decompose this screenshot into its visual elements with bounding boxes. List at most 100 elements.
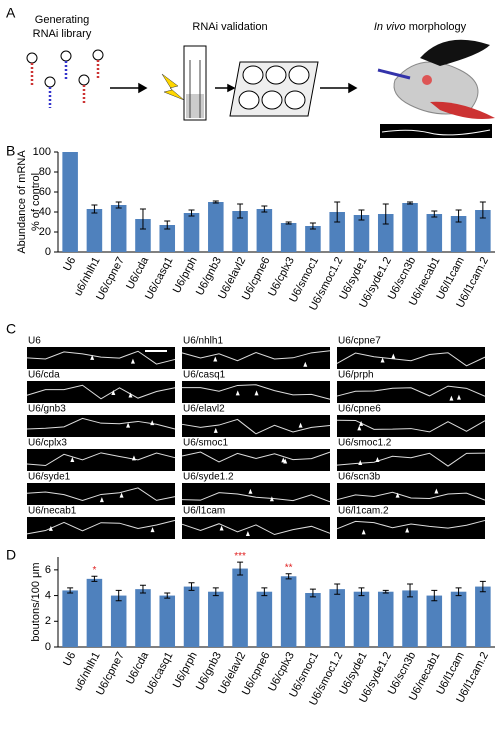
bar bbox=[159, 225, 176, 252]
micrograph-label: U6/cda bbox=[28, 370, 60, 381]
micrograph-label: U6/prph bbox=[338, 370, 374, 381]
y-tick-label: 4 bbox=[45, 589, 51, 601]
bouton-arrowhead bbox=[358, 460, 363, 466]
error-bar bbox=[188, 209, 195, 217]
bar bbox=[353, 591, 370, 647]
error-bar bbox=[334, 201, 341, 223]
error-bar bbox=[382, 589, 389, 594]
micrograph bbox=[337, 449, 485, 471]
error-bar bbox=[382, 203, 389, 225]
micrograph-label: U6/l1cam.2 bbox=[338, 506, 389, 517]
bar bbox=[135, 219, 151, 252]
micrograph bbox=[27, 381, 175, 403]
bouton-arrowhead bbox=[119, 492, 124, 498]
bar bbox=[402, 590, 418, 647]
bouton-arrowhead bbox=[359, 420, 364, 426]
micrograph bbox=[182, 483, 330, 505]
bar bbox=[305, 226, 321, 252]
bouton-arrowhead bbox=[150, 527, 155, 533]
micrograph-label: U6/nhlh1 bbox=[183, 336, 223, 347]
y-tick-label: 20 bbox=[39, 226, 51, 238]
panel-label: D bbox=[6, 547, 16, 563]
error-bar bbox=[115, 201, 122, 209]
y-tick-label: 0 bbox=[45, 246, 51, 258]
bar bbox=[377, 214, 394, 252]
bar bbox=[232, 568, 248, 647]
micrograph bbox=[27, 449, 175, 471]
neurite bbox=[26, 452, 176, 467]
y-axis-label: boutons/100 μm bbox=[30, 562, 42, 641]
y-axis-label: % of control bbox=[30, 173, 42, 231]
bouton-arrowhead bbox=[405, 527, 410, 533]
bar bbox=[232, 211, 248, 252]
y-tick-label: 80 bbox=[39, 166, 51, 178]
x-tick-label: U6 bbox=[61, 650, 78, 668]
bouton-arrowhead bbox=[130, 358, 135, 364]
micrograph bbox=[337, 347, 485, 369]
error-bar bbox=[431, 210, 438, 218]
error-bar bbox=[407, 201, 414, 205]
error-bar bbox=[261, 587, 268, 597]
bar bbox=[402, 203, 418, 252]
error-bar bbox=[455, 587, 462, 597]
bouton-arrowhead bbox=[357, 425, 362, 431]
significance-marker: ** bbox=[285, 562, 293, 573]
micrograph bbox=[182, 347, 330, 369]
panel-label: C bbox=[6, 321, 16, 337]
bar bbox=[450, 591, 467, 647]
error-bar bbox=[164, 592, 171, 599]
error-bar bbox=[407, 583, 414, 598]
micrograph-label: U6/syde1.2 bbox=[183, 472, 234, 483]
step-title-italic: In vivo bbox=[374, 21, 406, 33]
bar bbox=[475, 210, 491, 252]
bar bbox=[62, 590, 78, 647]
bar bbox=[280, 576, 297, 647]
micrograph bbox=[182, 517, 330, 539]
neurite bbox=[336, 519, 486, 530]
micrograph bbox=[337, 415, 485, 437]
bar bbox=[353, 215, 370, 252]
x-tick-label: U6 bbox=[61, 255, 78, 273]
bouton-arrowhead bbox=[213, 356, 218, 362]
bar bbox=[256, 209, 273, 252]
y-tick-label: 6 bbox=[45, 564, 51, 576]
error-bar bbox=[309, 588, 316, 598]
neurite bbox=[26, 487, 176, 502]
micrograph-label: U6/cplx3 bbox=[28, 438, 67, 449]
neurite bbox=[336, 491, 486, 501]
bar bbox=[426, 214, 443, 252]
bouton-arrowhead bbox=[434, 488, 439, 494]
hairpins bbox=[26, 49, 104, 108]
bar bbox=[426, 595, 443, 647]
error-bar bbox=[285, 221, 292, 225]
error-bar bbox=[212, 587, 219, 597]
micrograph bbox=[337, 381, 485, 403]
bouton-arrowhead bbox=[303, 361, 308, 367]
bouton-arrowhead bbox=[126, 422, 131, 428]
step-title: Generating bbox=[35, 14, 89, 26]
neurite bbox=[181, 523, 331, 536]
bouton-arrowhead bbox=[380, 357, 385, 363]
bar bbox=[256, 591, 273, 647]
micrograph-label: U6/smoc1.2 bbox=[338, 438, 392, 449]
error-bar bbox=[455, 209, 462, 223]
neurite bbox=[181, 492, 331, 503]
neurite bbox=[26, 519, 176, 535]
bar bbox=[110, 595, 127, 647]
bouton-arrowhead bbox=[128, 392, 133, 398]
error-bar bbox=[237, 203, 244, 219]
error-bar bbox=[358, 209, 365, 221]
bar bbox=[135, 589, 151, 647]
bar bbox=[329, 212, 345, 252]
micrograph bbox=[182, 449, 330, 471]
error-bar bbox=[358, 587, 365, 597]
significance-marker: *** bbox=[234, 551, 246, 562]
bar bbox=[450, 216, 467, 252]
y-tick-label: 40 bbox=[39, 206, 51, 218]
neurite bbox=[26, 417, 176, 430]
y-tick-label: 60 bbox=[39, 186, 51, 198]
bar bbox=[110, 205, 127, 252]
error-bar bbox=[431, 589, 438, 602]
bouton-arrowhead bbox=[248, 488, 253, 494]
